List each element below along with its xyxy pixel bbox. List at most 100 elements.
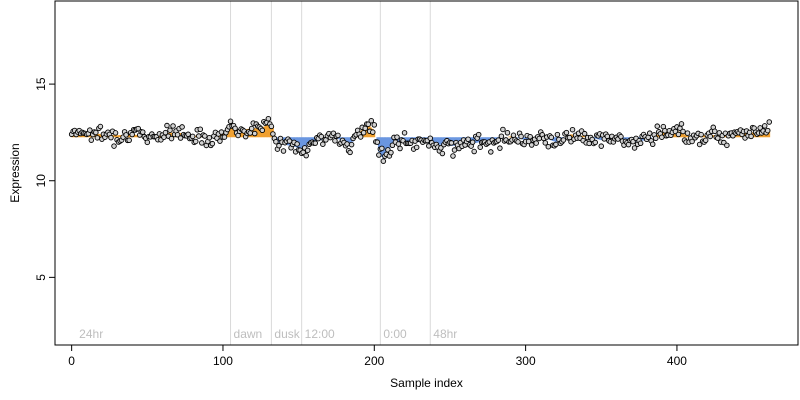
- deviation-bar: [231, 127, 233, 138]
- data-point: [684, 130, 691, 136]
- data-point: [498, 133, 505, 140]
- data-point: [553, 141, 559, 148]
- phase-label: dawn: [234, 327, 263, 341]
- deviation-bar: [94, 133, 97, 138]
- deviation-bar: [656, 134, 659, 138]
- deviation-bar: [219, 136, 221, 138]
- deviation-bar: [441, 137, 444, 145]
- deviation-bar: [385, 137, 388, 155]
- deviation-bar: [194, 135, 197, 138]
- data-point: [94, 135, 101, 141]
- data-point: [294, 141, 300, 147]
- data-point: [698, 131, 704, 138]
- data-point: [542, 140, 549, 146]
- deviation-bar: [753, 132, 756, 138]
- deviation-bar: [724, 135, 727, 138]
- deviation-bar: [347, 137, 350, 145]
- data-point: [630, 138, 636, 145]
- deviation-bar: [583, 136, 586, 138]
- deviation-bar: [305, 137, 308, 148]
- data-point: [618, 133, 624, 140]
- deviation-bar: [594, 137, 597, 139]
- data-point: [273, 138, 279, 145]
- data-point: [140, 129, 146, 135]
- data-point: [347, 149, 353, 156]
- data-point: [465, 136, 471, 143]
- deviation-bar: [600, 137, 603, 141]
- deviation-bar: [480, 137, 483, 142]
- data-point: [248, 125, 255, 132]
- data-point: [469, 139, 476, 145]
- deviation-bar: [338, 137, 341, 140]
- data-point: [475, 131, 482, 138]
- data-point: [598, 143, 605, 149]
- data-point: [88, 137, 95, 143]
- deviation-bar: [232, 128, 235, 138]
- data-point: [581, 130, 588, 137]
- data-point: [389, 142, 396, 149]
- x-axis-label: Sample index: [390, 376, 463, 390]
- deviation-bar: [479, 137, 482, 143]
- data-point: [712, 128, 718, 135]
- deviation-bar: [680, 132, 683, 138]
- data-point: [451, 147, 458, 153]
- data-point: [504, 130, 511, 136]
- data-point: [715, 135, 721, 141]
- data-point: [394, 134, 400, 140]
- data-point: [724, 142, 730, 149]
- deviation-bar: [433, 137, 436, 145]
- data-point: [395, 141, 402, 147]
- deviation-bar: [391, 137, 394, 145]
- data-point: [335, 132, 341, 139]
- deviation-bar: [344, 137, 347, 144]
- deviation-bar: [571, 134, 574, 138]
- data-point: [388, 149, 394, 156]
- deviation-bar: [768, 128, 771, 138]
- deviation-bar: [256, 127, 259, 138]
- deviation-bar: [228, 126, 230, 138]
- data-point: [97, 123, 104, 130]
- deviation-bar: [703, 135, 706, 138]
- deviation-bar: [438, 137, 441, 145]
- phase-label: 48hr: [433, 327, 457, 341]
- deviation-bar: [598, 137, 601, 140]
- data-point: [218, 129, 225, 135]
- data-point: [592, 139, 598, 146]
- data-point: [206, 134, 213, 141]
- deviation-bar: [439, 137, 442, 145]
- data-point: [563, 129, 570, 136]
- data-point: [357, 134, 364, 140]
- data-point: [401, 130, 408, 136]
- deviation-bar: [258, 127, 261, 138]
- x-tick-label: 300: [516, 354, 536, 368]
- deviation-bar: [241, 129, 244, 138]
- data-point: [707, 133, 713, 140]
- deviation-bar: [486, 137, 489, 142]
- data-point: [161, 134, 167, 140]
- data-point: [270, 131, 276, 137]
- data-point: [265, 116, 272, 122]
- data-point: [227, 118, 234, 125]
- deviation-bar: [524, 137, 527, 141]
- deviation-bar: [299, 137, 302, 150]
- data-point: [654, 123, 661, 129]
- deviation-bar: [387, 137, 389, 152]
- y-tick-label: 5: [34, 274, 48, 281]
- deviation-bar: [264, 125, 267, 138]
- deviation-bar: [119, 135, 121, 138]
- data-point: [320, 141, 326, 147]
- data-point: [332, 138, 338, 144]
- data-point: [376, 152, 382, 158]
- data-point: [554, 131, 561, 138]
- deviation-bar: [270, 122, 273, 138]
- data-point: [303, 152, 309, 159]
- data-point: [637, 140, 644, 147]
- x-axis: 0 100 200 300 400: [68, 345, 687, 368]
- data-point: [174, 132, 181, 138]
- data-point: [348, 141, 355, 148]
- data-point: [488, 149, 494, 155]
- deviation-bar: [436, 137, 439, 145]
- data-point: [379, 145, 385, 152]
- data-point: [189, 133, 196, 140]
- data-point: [202, 133, 208, 139]
